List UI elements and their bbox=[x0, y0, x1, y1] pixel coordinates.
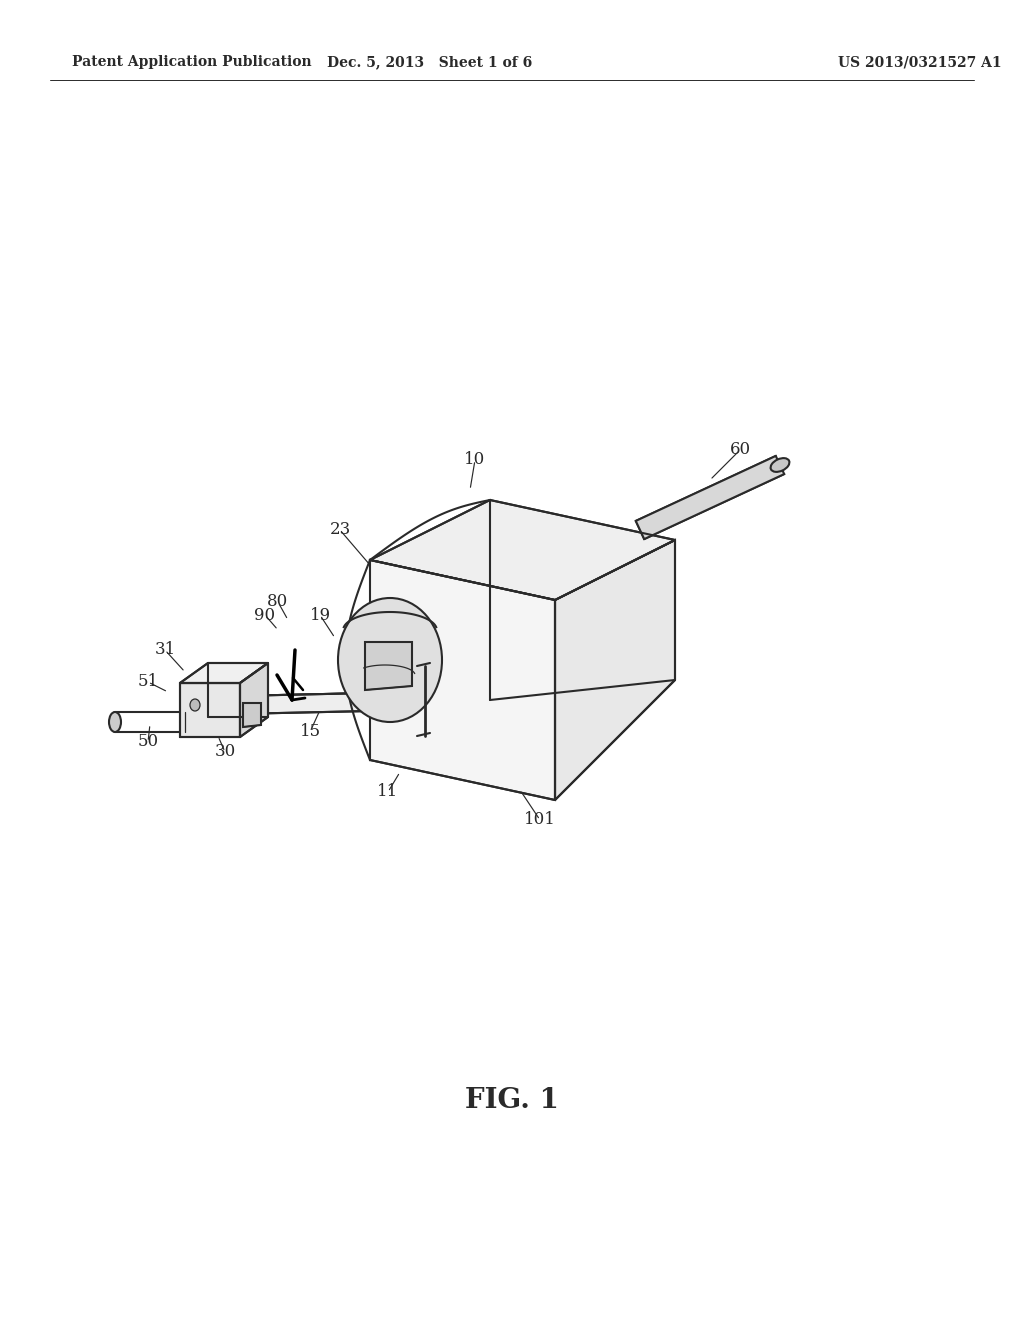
Text: US 2013/0321527 A1: US 2013/0321527 A1 bbox=[838, 55, 1001, 69]
Text: 31: 31 bbox=[155, 642, 176, 659]
Polygon shape bbox=[180, 682, 240, 737]
Text: 101: 101 bbox=[524, 812, 556, 829]
Ellipse shape bbox=[190, 700, 200, 711]
Polygon shape bbox=[370, 500, 675, 601]
Ellipse shape bbox=[338, 598, 442, 722]
Text: 11: 11 bbox=[378, 784, 398, 800]
Text: 19: 19 bbox=[309, 606, 331, 623]
Text: 80: 80 bbox=[267, 594, 289, 610]
Text: 51: 51 bbox=[137, 673, 159, 690]
Text: 30: 30 bbox=[214, 743, 236, 760]
Text: 10: 10 bbox=[464, 451, 485, 469]
Text: 15: 15 bbox=[299, 723, 321, 741]
Text: 90: 90 bbox=[254, 606, 275, 623]
Polygon shape bbox=[180, 663, 268, 682]
Text: 23: 23 bbox=[330, 521, 350, 539]
Polygon shape bbox=[234, 692, 415, 714]
Polygon shape bbox=[555, 540, 675, 800]
Ellipse shape bbox=[771, 458, 790, 471]
Polygon shape bbox=[370, 560, 555, 800]
Polygon shape bbox=[636, 455, 784, 539]
Text: 50: 50 bbox=[137, 734, 159, 751]
Text: FIG. 1: FIG. 1 bbox=[465, 1086, 559, 1114]
Text: Dec. 5, 2013   Sheet 1 of 6: Dec. 5, 2013 Sheet 1 of 6 bbox=[328, 55, 532, 69]
Text: Patent Application Publication: Patent Application Publication bbox=[72, 55, 311, 69]
Text: 60: 60 bbox=[729, 441, 751, 458]
Polygon shape bbox=[240, 663, 268, 737]
Ellipse shape bbox=[109, 711, 121, 733]
Polygon shape bbox=[234, 692, 415, 700]
Polygon shape bbox=[365, 642, 412, 690]
Polygon shape bbox=[243, 704, 261, 727]
